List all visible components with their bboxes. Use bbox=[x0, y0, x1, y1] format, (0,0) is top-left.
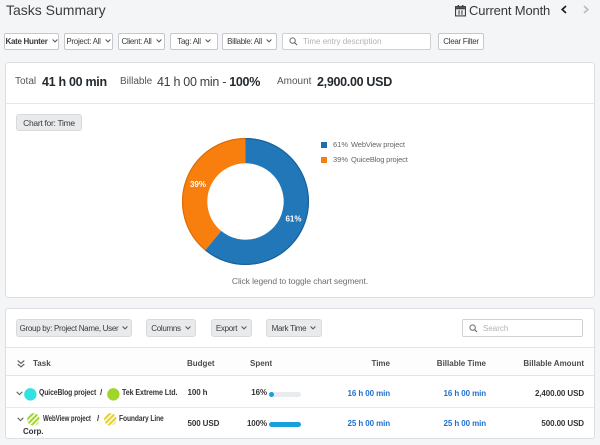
svg-text:61%: 61% bbox=[285, 215, 301, 224]
svg-text:39%: 39% bbox=[190, 180, 206, 189]
